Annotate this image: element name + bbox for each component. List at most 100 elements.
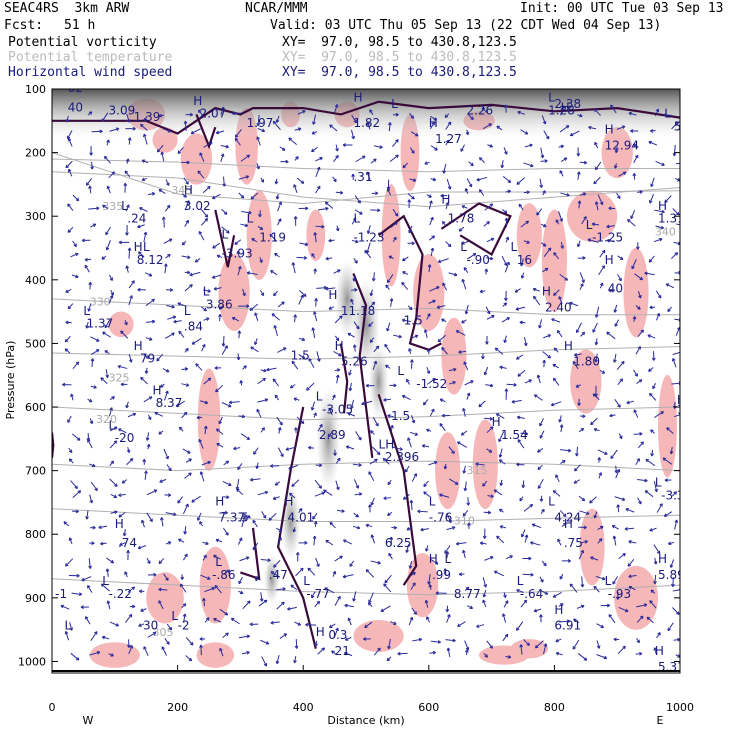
wind-vector: [635, 651, 643, 656]
wind-vector-shaft: [126, 265, 129, 273]
wind-vector-head: [313, 232, 316, 236]
wind-vector: [401, 281, 409, 290]
wind-vector: [237, 463, 243, 471]
wind-vector: [616, 125, 626, 130]
wind-vector-head: [395, 112, 399, 116]
wind-vector-shaft: [445, 202, 449, 210]
wind-vector-shaft: [141, 520, 145, 528]
wind-vector-shaft: [124, 614, 133, 623]
wind-vector: [292, 527, 297, 533]
wind-vector-head: [140, 124, 142, 128]
wind-vector-shaft: [240, 433, 250, 440]
extremum-label: 21: [335, 644, 350, 658]
wind-vector-shaft: [139, 207, 148, 212]
wind-vector: [295, 552, 300, 562]
wind-vector: [482, 577, 488, 588]
wind-vector: [616, 360, 625, 370]
wind-vector: [437, 258, 449, 264]
wind-vector: [364, 250, 372, 259]
wind-vector-shaft: [461, 240, 469, 245]
wind-vector: [637, 441, 644, 449]
wind-vector-shaft: [291, 479, 300, 487]
wind-vector: [502, 302, 508, 307]
wind-vector: [328, 407, 333, 416]
wind-vector-head: [128, 644, 131, 648]
wind-vector-shaft: [411, 335, 419, 339]
wind-vector-shaft: [260, 639, 269, 645]
wind-vector-head: [238, 537, 242, 541]
wind-vector-head: [453, 367, 457, 370]
wind-vector-head: [528, 556, 532, 559]
wind-vector-head: [576, 453, 579, 457]
wind-vector-shaft: [259, 210, 261, 217]
wind-vector: [222, 632, 229, 639]
wind-vector: [87, 303, 92, 312]
wind-vector: [614, 319, 620, 327]
wind-vector: [386, 322, 391, 332]
wind-vector-shaft: [231, 617, 240, 625]
wind-vector: [240, 223, 249, 228]
pv-contour: [377, 393, 418, 586]
extremum-label: L: [586, 218, 593, 232]
wind-vector-shaft: [388, 122, 391, 132]
wind-vector: [541, 115, 547, 125]
wind-vector-shaft: [316, 351, 320, 362]
wind-vector-head: [386, 659, 391, 662]
wind-vector-shaft: [89, 651, 100, 656]
wind-vector: [185, 655, 193, 662]
extremum-label: L: [664, 107, 671, 121]
wind-vector: [504, 388, 509, 400]
wind-vector-head: [215, 390, 219, 393]
wind-vector: [483, 221, 490, 227]
wind-vector-head: [683, 226, 686, 227]
wind-vector: [401, 318, 411, 323]
center-name: NCAR/MMM: [245, 1, 308, 16]
wind-vector: [462, 510, 469, 517]
wind-vector-shaft: [223, 460, 229, 466]
wind-vector-shaft: [254, 338, 258, 345]
wind-vector: [336, 509, 345, 513]
wind-vector-shaft: [67, 226, 74, 233]
wind-vector: [445, 605, 450, 613]
wind-vector-shaft: [86, 510, 89, 520]
wind-vector-head: [539, 435, 543, 439]
wind-vector: [89, 541, 95, 546]
wind-vector: [198, 438, 204, 449]
wind-vector: [632, 172, 637, 180]
wind-vector-shaft: [466, 178, 473, 188]
wind-vector-shaft: [183, 613, 186, 623]
wind-vector: [407, 241, 415, 246]
upper-wind-band: [52, 89, 680, 139]
wind-vector: [537, 448, 544, 453]
wind-vector-head: [238, 356, 241, 361]
wind-vector-shaft: [533, 288, 541, 292]
wind-vector: [218, 416, 223, 425]
wind-vector-head: [639, 615, 644, 618]
wind-vector: [143, 646, 149, 656]
wind-vector-head: [649, 600, 651, 604]
wind-vector-shaft: [383, 583, 392, 593]
wind-vector: [650, 177, 655, 188]
wind-vector-head: [408, 348, 410, 352]
wind-vector: [293, 397, 300, 401]
wind-vector: [618, 171, 627, 177]
wind-vector-shaft: [137, 545, 147, 549]
wind-vector-head: [438, 261, 442, 264]
wind-vector: [653, 481, 659, 493]
wind-vector-head: [313, 268, 316, 272]
wind-vector-shaft: [101, 583, 110, 592]
wind-vector: [199, 471, 205, 482]
wind-vector: [430, 247, 435, 257]
wind-vector-shaft: [249, 303, 259, 311]
theta-305: [52, 578, 680, 596]
extremum-label: H: [134, 339, 143, 353]
wind-vector-shaft: [216, 443, 224, 448]
wind-vector-head: [483, 594, 487, 598]
wind-vector: [503, 335, 507, 344]
wind-vector: [650, 589, 656, 594]
wind-vector: [277, 427, 282, 434]
wind-vector: [423, 329, 428, 338]
wind-vector-shaft: [344, 604, 354, 608]
wind-vector-shaft: [648, 141, 658, 146]
wind-vector-shaft: [390, 221, 398, 228]
